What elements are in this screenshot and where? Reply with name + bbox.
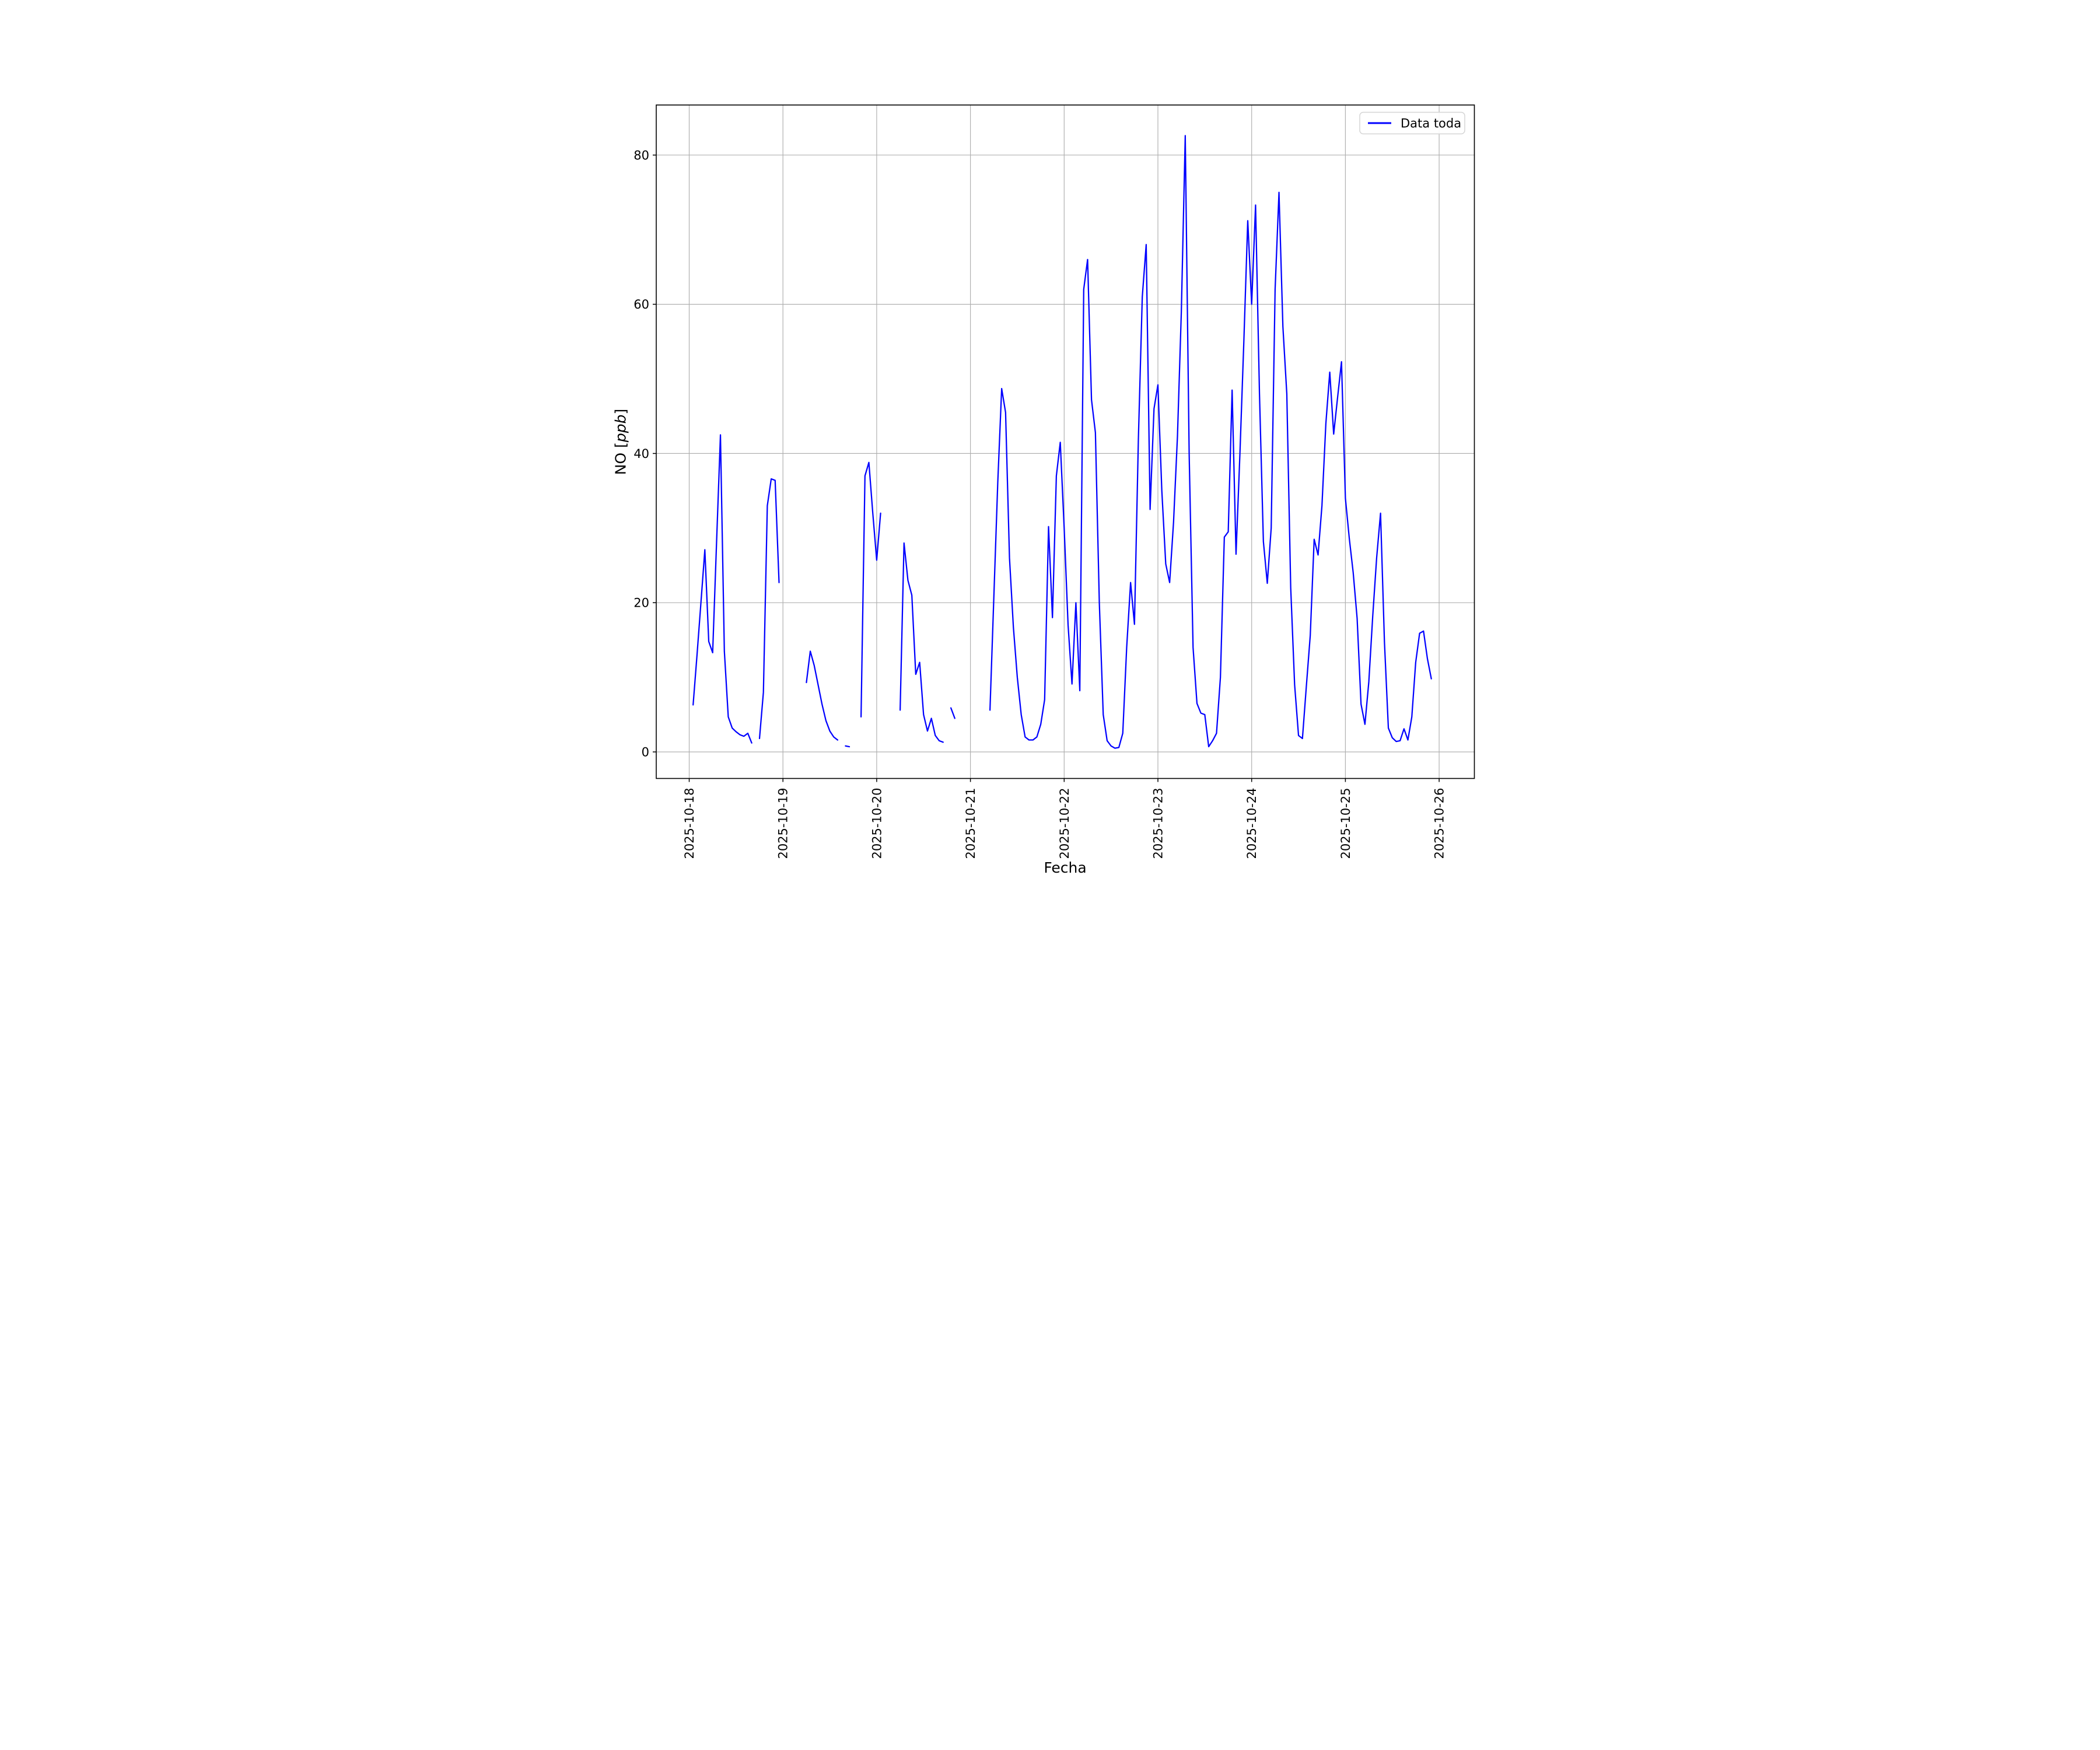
x-tick-label: 2025-10-19	[776, 788, 790, 859]
grid-layer	[656, 105, 1475, 779]
data-line-segment	[899, 542, 944, 743]
y-tick-label: 60	[634, 298, 649, 312]
axes-spines	[656, 104, 1475, 779]
legend-frame	[1359, 111, 1465, 135]
x-axis-label: Fecha	[1044, 859, 1086, 875]
x-tick-label: 2025-10-23	[1152, 788, 1166, 859]
x-tick-label: 2025-10-20	[870, 788, 884, 859]
x-tick-label: 2025-10-26	[1433, 788, 1447, 859]
data-line-segment	[806, 650, 839, 741]
line-chart-canvas: 2025-10-18 2025-10-19 2025-10-20 2025-10-21…	[525, 0, 1575, 875]
y-tick-label: 0	[642, 746, 649, 760]
x-tick-label: 2025-10-22	[1058, 788, 1072, 859]
y-axis-label-suffix: ]	[612, 409, 629, 415]
data-line-segment	[845, 745, 850, 748]
y-axis-label-unit: ppb	[612, 415, 629, 443]
y-tick-label: 40	[634, 447, 649, 461]
x-tick-label: 2025-10-18	[682, 788, 696, 859]
y-axis-label-prefix: NO [	[612, 442, 629, 475]
data-line-segment	[692, 434, 752, 744]
y-axis-label: NO [ppb]	[612, 409, 629, 475]
y-tick-label: 20	[634, 596, 649, 610]
y-tick-label: 80	[634, 148, 649, 162]
x-axis-ticks: 2025-10-18 2025-10-19 2025-10-20 2025-10-21…	[682, 778, 1447, 859]
y-axis-ticks: 0 20 40 60 80	[634, 148, 656, 760]
data-line-segment	[758, 478, 780, 740]
plot-frame	[656, 104, 1475, 779]
x-tick-label: 2025-10-25	[1339, 788, 1353, 859]
figure-background	[525, 0, 1575, 875]
data-line-segment	[989, 135, 1432, 749]
x-tick-label: 2025-10-24	[1245, 788, 1259, 859]
figure: 2025-10-18 2025-10-19 2025-10-20 2025-10-21…	[525, 0, 1575, 875]
x-tick-label: 2025-10-21	[964, 788, 978, 859]
data-line-segment	[950, 707, 956, 719]
legend-entry-label: Data toda	[1401, 117, 1461, 131]
data-line-segment	[860, 461, 881, 718]
data-series-layer	[692, 135, 1432, 749]
legend-box: Data toda	[1359, 111, 1465, 135]
